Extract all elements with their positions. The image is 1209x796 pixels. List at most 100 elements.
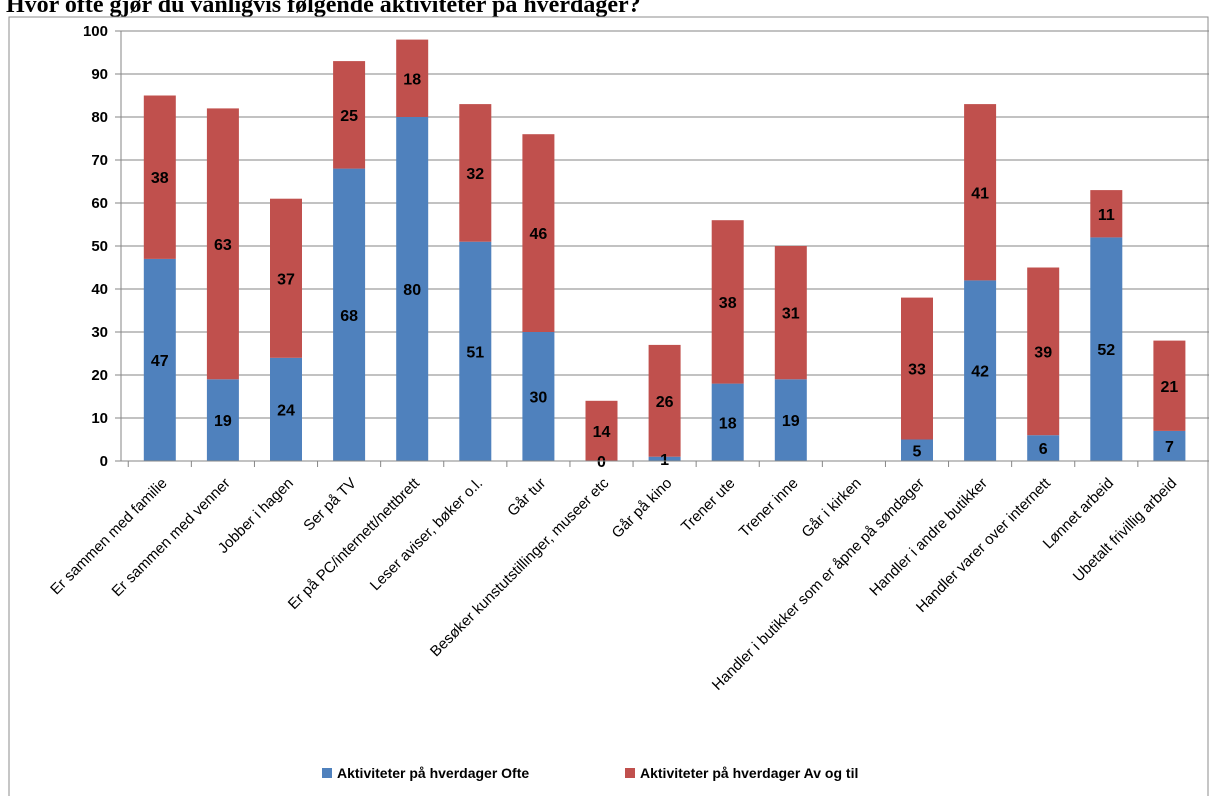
data-label: 47 [151,353,169,370]
legend: Aktiviteter på hverdager Ofte Aktivitete… [322,765,858,781]
data-label: 30 [530,390,548,407]
data-label: 33 [908,362,926,379]
bar-segment [1153,340,1186,431]
data-label: 37 [277,271,295,288]
bar-segment [1090,190,1123,238]
data-label: 38 [151,170,169,187]
bar-segment [964,104,997,281]
x-tick-label: Ubetalt frivillig arbeid [1070,475,1180,585]
data-label: 32 [466,166,484,183]
bar-segment [1153,430,1186,461]
legend-label-ofte: Aktiviteter på hverdager Ofte [337,765,529,781]
y-tick-label: 40 [91,281,108,298]
data-label: 18 [403,71,421,88]
bar-segment [333,168,366,461]
x-tick-label: Går tur [504,475,549,520]
bar-segment [143,258,176,461]
x-tick-label: Er sammen med familie [47,475,170,598]
data-label: 11 [1098,207,1115,224]
y-tick-label: 20 [91,367,108,384]
data-label: 19 [214,413,232,430]
data-label: 41 [971,185,989,202]
data-label: 25 [340,108,358,125]
bar-segment [396,117,429,461]
bar-segment [774,379,807,461]
x-tick-label: Går på kino [609,475,676,542]
x-tick-label: Er sammen med venner [109,475,234,600]
x-tick-label: Handler i andre butikker [866,475,991,600]
x-tick-label: Går i kirken [798,475,864,541]
data-label: 68 [340,308,358,325]
data-label: 51 [466,344,484,361]
bar-segment [1027,267,1060,436]
data-label: 63 [214,237,232,254]
bar-segment [901,297,933,440]
bar-segment [964,280,997,461]
data-label: 26 [656,394,674,411]
bar-segment [585,400,618,461]
x-tick-label: Leser aviser, bøker o.l. [367,475,486,594]
data-label: 14 [593,424,611,441]
y-tick-label: 0 [100,453,108,470]
data-label: 38 [719,295,737,312]
bar-segment [648,456,681,461]
bar-segment [901,439,933,461]
bar-segment [333,61,366,169]
y-tick-label: 90 [91,66,108,83]
bar-segment [143,95,176,259]
data-label: 0 [597,454,606,471]
data-label: 31 [782,306,800,323]
data-label: 24 [277,402,295,419]
data-label: 80 [403,282,421,299]
data-label: 19 [782,413,800,430]
y-tick-label: 70 [91,152,108,169]
y-tick-label: 10 [91,410,108,427]
data-label: 7 [1165,439,1174,456]
bar-segment [1090,237,1123,461]
data-labels: 4738196324376825801851323046014126183819… [151,71,1178,471]
x-tick-label: Ser på TV [300,475,360,535]
y-tick-label: 100 [83,23,108,40]
data-label: 18 [719,415,737,432]
data-label: 42 [971,364,989,381]
bar-segment [522,134,555,332]
data-label: 46 [530,226,548,243]
bar-segment [711,383,744,461]
x-tick-label: Handler varer over internett [913,474,1055,616]
bar-segment [522,332,555,461]
legend-swatch-ofte [322,768,332,778]
bar-segment [774,246,807,380]
x-tick-label: Handler i butikker som er åpne på søndag… [709,475,928,694]
chart-title: Hvor ofte gjør du vanligvis følgende akt… [6,0,641,18]
data-label: 1 [660,452,669,469]
bar-segment [711,220,744,384]
bar-segment [459,104,492,242]
y-tick-label: 30 [91,324,108,341]
bar-segment [459,241,492,461]
bar-segment [648,344,681,457]
data-label: 39 [1034,344,1052,361]
bar-segment [270,198,302,358]
bar-segment [206,108,239,380]
y-axis-tick-labels: 0 10 20 30 40 50 60 70 80 90 100 [83,23,108,470]
bar-segment [1027,435,1060,461]
y-tick-label: 60 [91,195,108,212]
bar-segment [396,39,429,117]
x-tick-label: Trener inne [736,475,802,541]
bar-segment [206,379,239,461]
data-label: 5 [913,443,922,460]
legend-swatch-av-og-til [625,768,635,778]
y-tick-label: 50 [91,238,108,255]
data-label: 52 [1097,342,1115,359]
bars [143,39,1186,461]
data-label: 21 [1161,379,1179,396]
bar-segment [270,357,302,461]
y-tick-label: 80 [91,109,108,126]
data-label: 6 [1039,441,1048,458]
x-tick-label: Trener ute [678,475,739,536]
legend-label-av-og-til: Aktiviteter på hverdager Av og til [640,765,858,781]
x-tick-label: Er på PC/internett/nettbrett [285,474,424,613]
chart-frame [8,16,1209,796]
